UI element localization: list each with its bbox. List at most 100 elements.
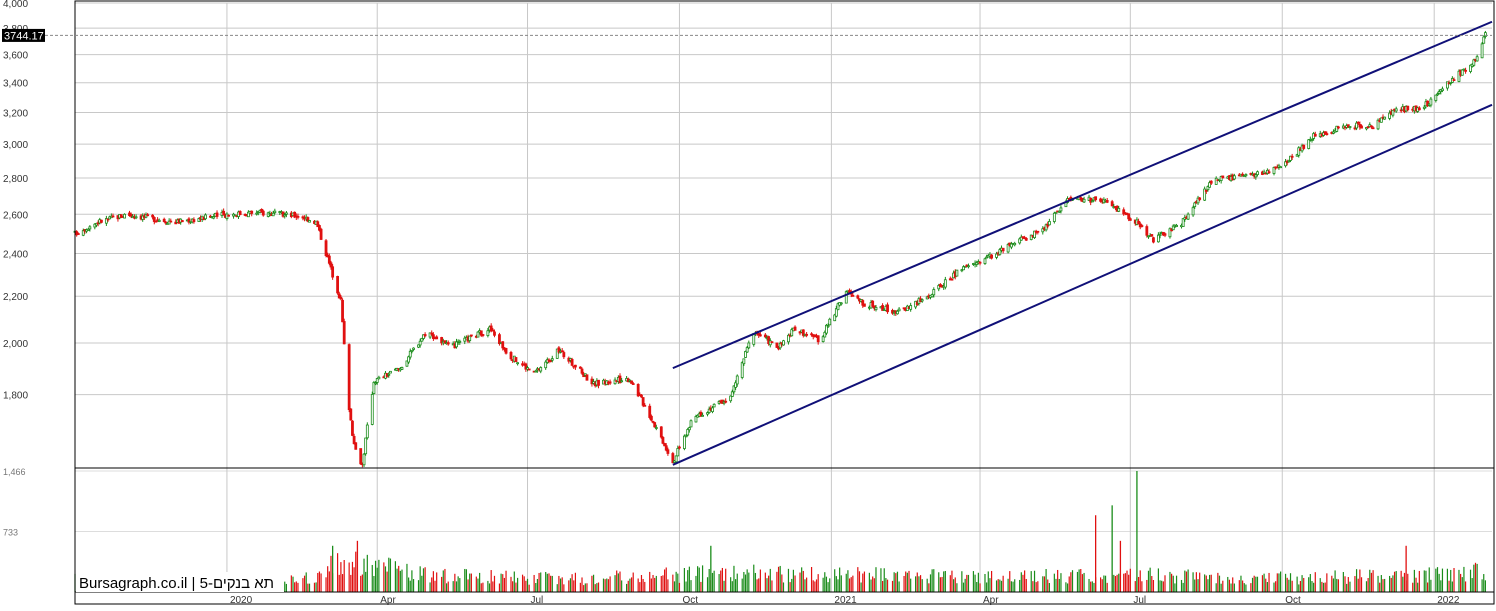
candle-body — [1371, 127, 1375, 130]
candle-body — [930, 294, 934, 298]
candle-body — [1122, 209, 1126, 215]
candle-body — [1175, 225, 1178, 227]
candle-body — [747, 342, 751, 349]
candle-body — [659, 426, 663, 438]
time-tick-label: 2021 — [834, 595, 857, 606]
candle-body — [909, 305, 913, 310]
watermark: Bursagraph.co.il | תא בנקים-5 — [76, 572, 284, 592]
time-tick-label: Jul — [531, 595, 544, 606]
candle-body — [729, 395, 733, 402]
candle-body — [501, 341, 505, 349]
trend-channel-upper-line — [672, 20, 1493, 370]
candle-body — [88, 226, 92, 230]
candle-body — [489, 325, 493, 332]
candle-body — [648, 405, 652, 418]
candle-body — [1406, 105, 1410, 111]
candle-body — [580, 368, 584, 374]
candle-body — [950, 278, 954, 281]
candle-body — [734, 382, 738, 388]
candle-body — [422, 334, 425, 339]
time-tick-label: Oct — [1285, 595, 1301, 606]
candle-body — [339, 296, 343, 300]
candle-body — [1337, 126, 1340, 129]
candle-body — [1302, 144, 1306, 149]
candle-body — [1388, 112, 1392, 119]
watermark-text: Bursagraph.co.il | תא בנקים-5 — [79, 575, 274, 592]
candle-body — [86, 228, 90, 231]
candle-body — [597, 379, 600, 386]
candle-body — [805, 333, 809, 336]
candle-body — [169, 220, 173, 223]
candle-body — [347, 344, 351, 411]
candle-body — [1417, 107, 1421, 111]
candle-body — [428, 332, 432, 338]
candle-body — [491, 329, 495, 332]
candle-body — [283, 214, 287, 217]
candle-body — [324, 240, 328, 256]
candle-body — [872, 305, 876, 309]
candle-body — [1287, 160, 1291, 163]
candle-body — [856, 295, 860, 299]
candle-body — [641, 397, 645, 406]
candle-body — [1232, 175, 1236, 180]
candle-body — [1057, 210, 1061, 213]
price-tick-label: 2,600 — [3, 210, 28, 221]
candle-body — [654, 427, 658, 429]
candle-body — [1426, 100, 1429, 107]
candle-body — [271, 212, 275, 217]
candle-body — [362, 453, 366, 466]
candle-body — [1446, 81, 1449, 89]
candle-body — [724, 400, 728, 403]
price-tick-label: 3,400 — [3, 79, 28, 90]
candle-body — [215, 212, 219, 217]
candle-body — [1482, 36, 1486, 44]
candle-body — [1346, 124, 1350, 128]
candle-body — [763, 334, 767, 338]
grid-layer — [75, 2, 1492, 592]
candle-body — [983, 258, 987, 264]
candle-body — [526, 367, 529, 370]
candle-body — [1044, 224, 1048, 231]
candle-body — [375, 378, 379, 383]
plot-border — [74, 0, 1495, 605]
candle-body — [745, 347, 749, 353]
candle-body — [620, 380, 624, 383]
candle-body — [684, 435, 688, 438]
candle-body — [316, 221, 320, 228]
candle-body — [978, 261, 982, 264]
candle-body — [1325, 133, 1329, 136]
candle-body — [498, 334, 501, 344]
candle-body — [486, 330, 490, 336]
candle-body — [694, 416, 698, 423]
candle-body — [778, 342, 782, 349]
candle-body — [255, 212, 259, 215]
candle-body — [570, 358, 574, 366]
candle-body — [146, 214, 150, 217]
candle-body — [197, 218, 201, 222]
candle-body — [509, 352, 513, 360]
candle-body — [891, 309, 894, 314]
candle-body — [81, 230, 85, 236]
candle-body — [1033, 230, 1036, 239]
candle-body — [1163, 233, 1167, 236]
candle-body — [372, 382, 376, 394]
candle-body — [585, 374, 589, 381]
candle-body — [1206, 186, 1210, 191]
candle-body — [801, 329, 805, 336]
candle-body — [250, 210, 254, 214]
candle-body — [349, 408, 353, 421]
candle-body — [707, 408, 711, 413]
candle-body — [476, 331, 480, 338]
candle-body — [1221, 175, 1225, 179]
time-tick-label: Apr — [380, 595, 396, 606]
candle-body — [636, 383, 640, 397]
candle-body — [417, 344, 420, 348]
candle-body — [443, 340, 447, 344]
candle-body — [664, 445, 668, 451]
candle-body — [157, 219, 161, 222]
candle-body — [1429, 98, 1433, 106]
candle-body — [1365, 127, 1368, 130]
candle-body — [1335, 125, 1339, 132]
candle-body — [162, 218, 166, 222]
candle-body — [164, 221, 168, 224]
